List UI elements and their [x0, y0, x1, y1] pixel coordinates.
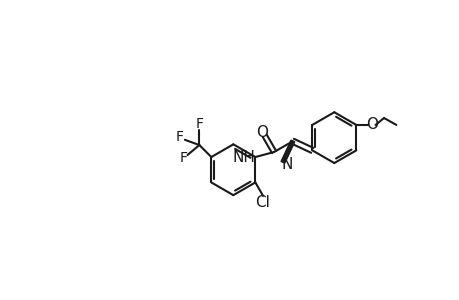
Text: F: F	[179, 151, 187, 165]
Text: F: F	[175, 130, 183, 145]
Text: Cl: Cl	[255, 195, 270, 210]
Text: O: O	[256, 124, 268, 140]
Text: O: O	[365, 117, 377, 132]
Text: NH: NH	[232, 149, 255, 164]
Text: F: F	[195, 117, 203, 131]
Text: N: N	[281, 157, 292, 172]
